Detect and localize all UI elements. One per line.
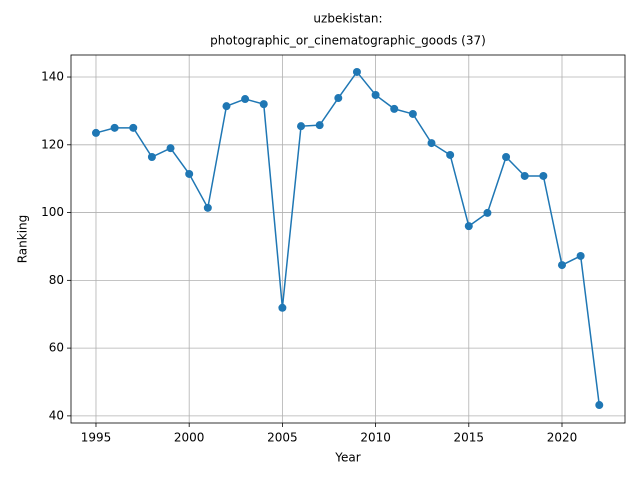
- data-point: [185, 169, 194, 178]
- data-point: [203, 203, 212, 212]
- x-tick-label: 1995: [81, 431, 112, 445]
- data-point: [427, 139, 436, 148]
- data-point: [222, 102, 231, 111]
- data-point: [315, 121, 324, 130]
- x-tick-label: 2015: [454, 431, 485, 445]
- y-tick-label: 40: [49, 408, 64, 422]
- x-tick-label: 2005: [267, 431, 298, 445]
- y-tick-label: 80: [49, 273, 64, 287]
- data-point: [352, 67, 361, 76]
- data-point: [557, 261, 566, 270]
- x-tick-label: 2010: [360, 431, 391, 445]
- data-point: [595, 401, 604, 410]
- data-point: [91, 128, 100, 137]
- data-point: [110, 123, 119, 132]
- data-point: [464, 222, 473, 231]
- data-point: [129, 123, 138, 132]
- data-point: [539, 171, 548, 180]
- data-point: [520, 171, 529, 180]
- data-point: [166, 144, 175, 153]
- data-line: [95, 70, 601, 406]
- data-point: [446, 150, 455, 159]
- data-point: [483, 208, 492, 217]
- data-point: [241, 95, 250, 104]
- data-point: [502, 152, 511, 161]
- chart-title: uzbekistan:: [313, 12, 382, 26]
- y-tick-label: 60: [49, 341, 64, 355]
- data-point: [576, 251, 585, 260]
- y-axis-label: Ranking: [16, 215, 30, 264]
- data-point: [334, 94, 343, 103]
- x-tick-label: 2000: [174, 431, 205, 445]
- y-tick-label: 140: [41, 70, 64, 84]
- y-tick-label: 100: [41, 205, 64, 219]
- data-point: [408, 109, 417, 118]
- x-axis-label: Year: [334, 451, 360, 465]
- data-point: [371, 90, 380, 99]
- chart-title: photographic_or_cinematographic_goods (3…: [210, 34, 486, 48]
- data-point: [390, 104, 399, 113]
- data-point: [259, 100, 268, 109]
- plot-frame: [70, 54, 626, 424]
- data-point: [297, 122, 306, 131]
- x-tick-label: 2020: [547, 431, 578, 445]
- data-point: [147, 152, 156, 161]
- data-point: [278, 303, 287, 312]
- y-tick-label: 120: [41, 137, 64, 151]
